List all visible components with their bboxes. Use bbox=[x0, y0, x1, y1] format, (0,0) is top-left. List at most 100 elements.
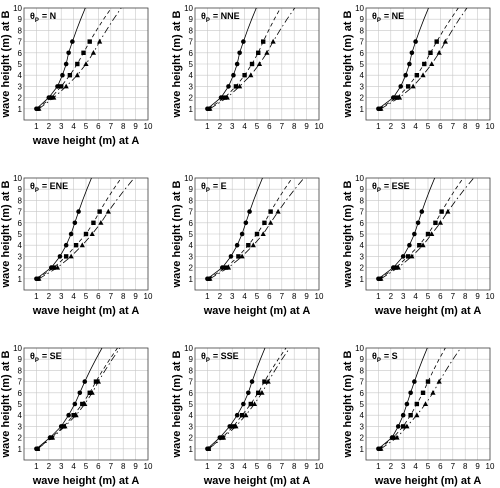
y-tick-label: 7 bbox=[189, 208, 194, 217]
plot-area-frame bbox=[194, 7, 320, 121]
y-axis-label: wave height (m) at B bbox=[171, 180, 183, 288]
data-point-circle bbox=[241, 401, 246, 407]
y-tick-label: 8 bbox=[189, 196, 194, 205]
x-tick-label: 2 bbox=[389, 292, 394, 301]
data-point-triangle bbox=[82, 401, 88, 406]
y-tick-label: 5 bbox=[18, 230, 23, 239]
data-point-square bbox=[81, 50, 86, 55]
data-point-triangle bbox=[268, 220, 274, 225]
y-tick-label: 4 bbox=[18, 241, 23, 250]
y-tick-label: 1 bbox=[360, 445, 365, 454]
x-tick-label: 8 bbox=[121, 292, 126, 301]
y-tick-label: 2 bbox=[18, 434, 23, 443]
y-tick-label: 10 bbox=[184, 174, 193, 183]
x-tick-label: 8 bbox=[463, 122, 468, 131]
data-point-triangle bbox=[265, 378, 271, 384]
y-tick-label: 9 bbox=[189, 355, 194, 364]
series-triangle-line bbox=[209, 8, 296, 110]
y-tick-label: 4 bbox=[360, 241, 365, 250]
data-point-square bbox=[223, 265, 229, 270]
data-point-square bbox=[405, 254, 411, 259]
data-point-circle bbox=[63, 242, 69, 248]
x-tick-label: 5 bbox=[84, 462, 89, 471]
data-point-circle bbox=[404, 401, 410, 407]
x-tick-label: 7 bbox=[109, 462, 114, 471]
y-tick-label: 9 bbox=[360, 185, 365, 194]
x-tick-label: 2 bbox=[47, 122, 52, 131]
y-tick-label: 8 bbox=[360, 366, 365, 375]
data-point-square bbox=[59, 84, 64, 89]
y-tick-label: 6 bbox=[360, 49, 365, 58]
x-tick-label: 3 bbox=[59, 292, 64, 301]
plot-area-frame bbox=[365, 7, 491, 121]
data-point-circle bbox=[415, 220, 421, 226]
y-tick-label: 1 bbox=[18, 275, 23, 284]
panel-title: θP = SSE bbox=[201, 351, 239, 364]
x-tick-label: 10 bbox=[315, 122, 324, 131]
y-axis-label: wave height (m) at B bbox=[0, 350, 12, 458]
y-tick-label: 5 bbox=[360, 60, 365, 69]
data-point-square bbox=[83, 231, 89, 237]
x-tick-label: 2 bbox=[389, 122, 394, 131]
x-tick-label: 1 bbox=[376, 462, 381, 471]
plot-area-frame bbox=[194, 347, 320, 461]
y-tick-label: 3 bbox=[18, 82, 23, 91]
data-point-square bbox=[242, 73, 247, 78]
y-tick-label: 2 bbox=[18, 94, 23, 103]
y-tick-label: 9 bbox=[18, 185, 23, 194]
x-axis-label: wave height (m) at A bbox=[374, 305, 482, 317]
y-tick-label: 1 bbox=[18, 445, 23, 454]
data-point-square bbox=[393, 265, 398, 270]
series-square-line bbox=[208, 348, 287, 450]
y-tick-label: 7 bbox=[360, 38, 365, 47]
y-tick-label: 3 bbox=[189, 422, 194, 431]
data-point-triangle bbox=[410, 83, 416, 89]
plot-area-frame bbox=[365, 347, 491, 461]
x-tick-label: 8 bbox=[121, 462, 126, 471]
data-point-triangle bbox=[429, 61, 435, 66]
x-tick-label: 5 bbox=[84, 292, 89, 301]
data-point-triangle bbox=[90, 50, 97, 55]
x-tick-label: 4 bbox=[71, 292, 76, 301]
data-point-square bbox=[420, 390, 426, 395]
data-point-square bbox=[73, 243, 79, 248]
data-point-triangle bbox=[256, 61, 263, 66]
x-tick-label: 4 bbox=[71, 122, 76, 131]
data-point-square bbox=[401, 424, 406, 429]
x-tick-label: 8 bbox=[292, 462, 297, 471]
y-axis-label: wave height (m) at B bbox=[0, 180, 12, 288]
x-tick-label: 9 bbox=[475, 122, 480, 131]
x-tick-label: 3 bbox=[401, 462, 406, 471]
y-tick-label: 1 bbox=[360, 105, 365, 114]
data-point-triangle bbox=[260, 231, 266, 236]
y-tick-label: 3 bbox=[360, 252, 365, 261]
data-point-triangle bbox=[97, 38, 103, 44]
x-tick-label: 7 bbox=[451, 122, 456, 131]
data-point-circle bbox=[55, 84, 60, 89]
y-tick-label: 4 bbox=[189, 241, 194, 250]
y-tick-label: 1 bbox=[189, 275, 194, 284]
data-point-circle bbox=[234, 61, 240, 67]
x-tick-label: 6 bbox=[267, 462, 272, 471]
data-point-triangle bbox=[378, 276, 384, 281]
data-point-circle bbox=[413, 39, 418, 44]
data-point-triangle bbox=[51, 94, 57, 100]
x-tick-label: 6 bbox=[96, 462, 101, 471]
panel-title: θP = NE bbox=[372, 11, 404, 24]
data-point-circle bbox=[226, 84, 231, 89]
data-point-square bbox=[63, 254, 69, 259]
x-tick-label: 3 bbox=[59, 462, 64, 471]
data-point-square bbox=[49, 95, 54, 100]
x-tick-label: 9 bbox=[304, 462, 309, 471]
data-point-square bbox=[71, 413, 76, 418]
y-tick-label: 5 bbox=[360, 230, 365, 239]
data-point-circle bbox=[408, 390, 413, 396]
x-tick-label: 9 bbox=[133, 462, 138, 471]
y-tick-label: 3 bbox=[18, 252, 23, 261]
data-point-triangle bbox=[414, 412, 420, 418]
data-point-triangle bbox=[36, 276, 42, 281]
